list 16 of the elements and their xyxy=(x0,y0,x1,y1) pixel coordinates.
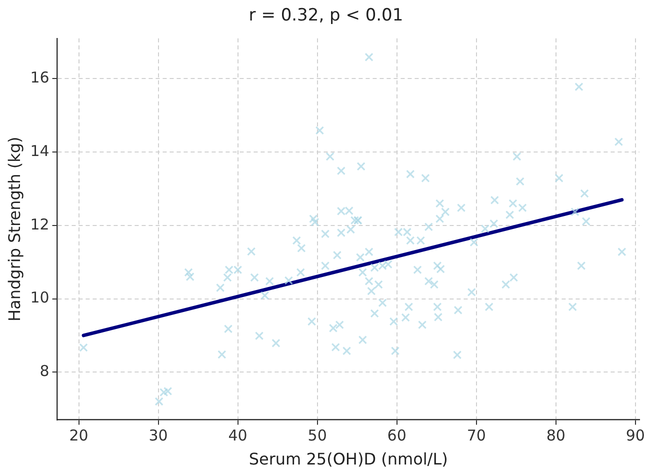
y-tick-label: 16 xyxy=(30,68,50,87)
x-tick-label: 70 xyxy=(466,426,486,445)
x-tick-label: 20 xyxy=(69,426,88,445)
x-tick-label: 80 xyxy=(546,426,566,445)
x-tick-label: 50 xyxy=(308,426,327,445)
y-tick-label: 10 xyxy=(30,288,50,307)
y-tick-label: 12 xyxy=(30,215,50,234)
chart-title: r = 0.32, p < 0.01 xyxy=(248,6,404,26)
x-tick-label: 90 xyxy=(626,426,645,445)
x-axis-title: Serum 25(OH)D (nmol/L) xyxy=(248,450,448,469)
x-tick-label: 30 xyxy=(148,426,168,445)
x-tick-label: 60 xyxy=(387,426,406,445)
x-tick-label: 40 xyxy=(228,426,248,445)
y-axis-title: Handgrip Strength (kg) xyxy=(4,136,24,322)
y-tick-label: 8 xyxy=(40,362,50,380)
y-tick-label: 14 xyxy=(30,142,50,160)
